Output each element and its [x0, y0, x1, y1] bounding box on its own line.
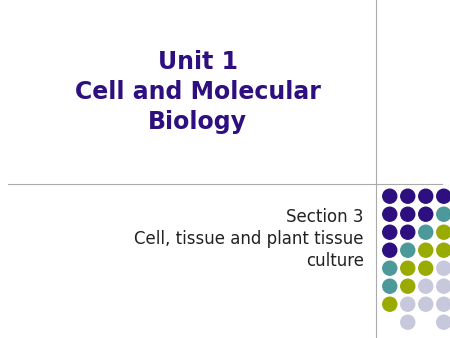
Circle shape	[401, 297, 415, 311]
Circle shape	[437, 297, 450, 311]
Circle shape	[383, 225, 397, 239]
Circle shape	[437, 207, 450, 221]
Circle shape	[401, 279, 415, 293]
Circle shape	[401, 315, 415, 329]
Circle shape	[383, 297, 397, 311]
Circle shape	[419, 207, 433, 221]
Text: culture: culture	[306, 252, 364, 270]
Circle shape	[401, 207, 415, 221]
Circle shape	[437, 243, 450, 257]
Circle shape	[383, 279, 397, 293]
Circle shape	[383, 189, 397, 203]
Circle shape	[401, 243, 415, 257]
Circle shape	[383, 243, 397, 257]
Text: Cell, tissue and plant tissue: Cell, tissue and plant tissue	[134, 230, 364, 248]
Circle shape	[401, 189, 415, 203]
Circle shape	[401, 261, 415, 275]
Circle shape	[437, 315, 450, 329]
Circle shape	[383, 261, 397, 275]
Circle shape	[437, 225, 450, 239]
Circle shape	[419, 297, 433, 311]
Text: Cell and Molecular: Cell and Molecular	[75, 80, 321, 104]
Circle shape	[419, 261, 433, 275]
Circle shape	[419, 225, 433, 239]
Circle shape	[437, 279, 450, 293]
Text: Unit 1: Unit 1	[158, 50, 238, 74]
Circle shape	[383, 207, 397, 221]
Circle shape	[419, 189, 433, 203]
Circle shape	[437, 261, 450, 275]
Text: Biology: Biology	[148, 110, 248, 134]
Circle shape	[437, 189, 450, 203]
Circle shape	[419, 279, 433, 293]
Circle shape	[419, 243, 433, 257]
Circle shape	[401, 225, 415, 239]
Text: Section 3: Section 3	[286, 208, 364, 226]
